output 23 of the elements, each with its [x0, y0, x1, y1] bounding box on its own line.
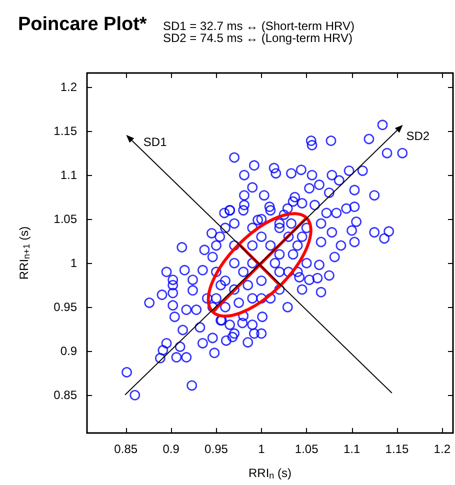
x-tick-label: 1 [258, 442, 266, 456]
x-tick-label: 1.15 [385, 442, 409, 456]
x-tick-label: 1.05 [294, 442, 319, 456]
x-axis-title: RRIn (s) [248, 466, 292, 480]
y-tick-label: 1.05 [54, 212, 78, 226]
x-tick-label: 1.2 [434, 442, 451, 456]
y-axis-title: RRIn+1 (s) [17, 226, 32, 280]
annotation: SD1 [143, 135, 168, 150]
x-tick-label: 0.85 [114, 442, 138, 456]
x-tick-label: 1.1 [343, 442, 360, 456]
annotation: SD2 [406, 129, 430, 143]
y-tick-label: 0.85 [54, 388, 78, 402]
y-tick-label: 1 [70, 256, 78, 270]
y-tick-label: 1.1 [60, 168, 78, 182]
y-tick-label: 1.2 [60, 80, 78, 94]
x-tick-label: 0.9 [162, 442, 180, 456]
y-tick-label: 0.9 [60, 344, 78, 358]
text: SD2 = 74.5 ms ↔ (Long-term HRV) [163, 31, 353, 45]
text: SD1 = 32.7 ms ↔ (Short-term HRV) [163, 19, 354, 33]
y-tick-label: 1.15 [54, 124, 78, 138]
chart-title: Poincare Plot* [18, 14, 148, 35]
y-tick-label: 0.95 [54, 300, 78, 314]
x-tick-label: 0.95 [204, 442, 228, 456]
